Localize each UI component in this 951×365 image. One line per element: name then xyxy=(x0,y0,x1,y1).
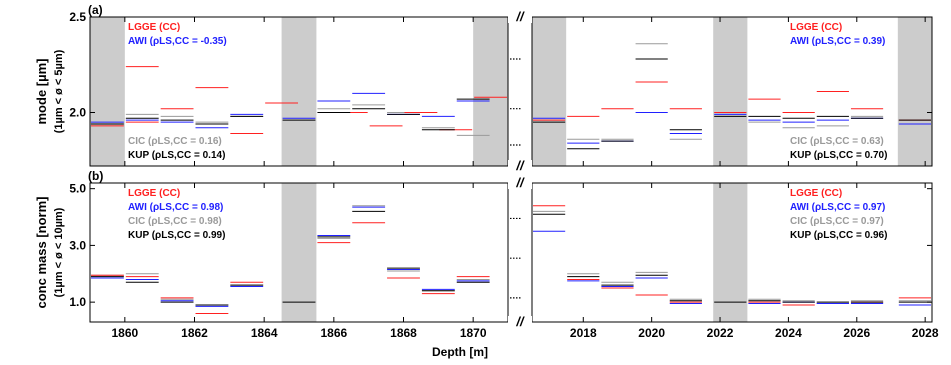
axis-break-mask xyxy=(508,177,532,189)
gap-region xyxy=(532,17,567,166)
x-axis-label: Depth [m] xyxy=(432,345,488,359)
legend-entry-awi: AWI (ρLS,CC = -0.35) xyxy=(128,36,227,47)
legend-entry-cic: CIC (ρLS,CC = 0.16) xyxy=(128,136,222,147)
y-tick-label: 5.0 xyxy=(69,182,86,196)
y-axis-label: conc mass [norm] xyxy=(34,197,49,309)
axis-break-mark: // xyxy=(515,175,525,190)
panel-a: 2.0 2.5 // // (a) mode [µm] (1µm < ø < 5µm) LGG… xyxy=(34,3,933,173)
x-tick-label: 1870 xyxy=(460,326,487,340)
y-tick-label: 1.0 xyxy=(69,295,86,309)
y-tick-label: 3.0 xyxy=(69,238,86,252)
legend-entry-cic: CIC (ρLS,CC = 0.98) xyxy=(128,216,222,227)
x-tick-label: 2028 xyxy=(912,326,939,340)
axis-break-mark: // xyxy=(515,9,525,24)
x-tick-label: 2024 xyxy=(775,326,802,340)
axes-right-frame xyxy=(531,182,933,323)
gap-region xyxy=(473,17,508,166)
axis-break-mark: // xyxy=(515,314,525,329)
gap-region xyxy=(713,183,748,322)
legend-entry-lgge: LGGE (CC) xyxy=(790,188,842,199)
x-tick-label: 1866 xyxy=(320,326,347,340)
y-tick-label: 2.5 xyxy=(69,10,86,24)
y-axis-label-range: (1µm < ø < 5µm) xyxy=(53,49,65,133)
axes-right-frame xyxy=(531,16,933,167)
x-tick-label: 1862 xyxy=(181,326,208,340)
y-axis-label-range: (1µm < ø < 10µm) xyxy=(53,207,65,297)
gap-region xyxy=(281,17,317,166)
legend-entry-lgge: LGGE (CC) xyxy=(128,188,180,199)
y-tick-label: 2.0 xyxy=(69,106,86,120)
axes-left-frame xyxy=(89,16,509,167)
x-tick-label: 1860 xyxy=(111,326,138,340)
legend-entry-lgge: LGGE (CC) xyxy=(128,22,180,33)
panel-label: (b) xyxy=(88,169,103,183)
legend-entry-cic: CIC (ρLS,CC = 0.63) xyxy=(790,136,884,147)
x-tick-label: 2026 xyxy=(843,326,870,340)
legend-entry-cic: CIC (ρLS,CC = 0.97) xyxy=(790,216,884,227)
legend-entry-awi: AWI (ρLS,CC = 0.97) xyxy=(790,202,885,213)
axes-left-frame xyxy=(89,182,509,323)
legend-entry-kup: KUP (ρLS,CC = 0.99) xyxy=(128,230,225,241)
legend-entry-kup: KUP (ρLS,CC = 0.96) xyxy=(790,230,887,241)
legend-entry-kup: KUP (ρLS,CC = 0.70) xyxy=(790,150,887,161)
legend-entry-lgge: LGGE (CC) xyxy=(790,22,842,33)
axis-break-mask xyxy=(508,160,532,172)
panel-b: 1.0 3.0 5.0 1860 1862 1864 1866 1868 1870 2018 202… xyxy=(34,169,939,340)
x-tick-label: 1864 xyxy=(251,326,278,340)
legend-entry-kup: KUP (ρLS,CC = 0.14) xyxy=(128,150,225,161)
gap-region xyxy=(713,17,748,166)
legend-entry-awi: AWI (ρLS,CC = 0.39) xyxy=(790,36,885,47)
gap-region xyxy=(897,17,932,166)
x-tick-label: 2020 xyxy=(638,326,665,340)
axis-break-mask xyxy=(508,316,532,328)
gap-region xyxy=(90,17,125,166)
x-tick-label: 2022 xyxy=(707,326,734,340)
y-axis-label: mode [µm] xyxy=(34,59,49,125)
gap-region xyxy=(281,183,317,322)
x-tick-label: 1868 xyxy=(390,326,417,340)
x-tick-label: 2018 xyxy=(570,326,597,340)
axis-break-mark: // xyxy=(515,158,525,173)
axis-break-mask xyxy=(508,11,532,23)
legend-entry-awi: AWI (ρLS,CC = 0.98) xyxy=(128,202,223,213)
panel-label: (a) xyxy=(88,3,103,17)
